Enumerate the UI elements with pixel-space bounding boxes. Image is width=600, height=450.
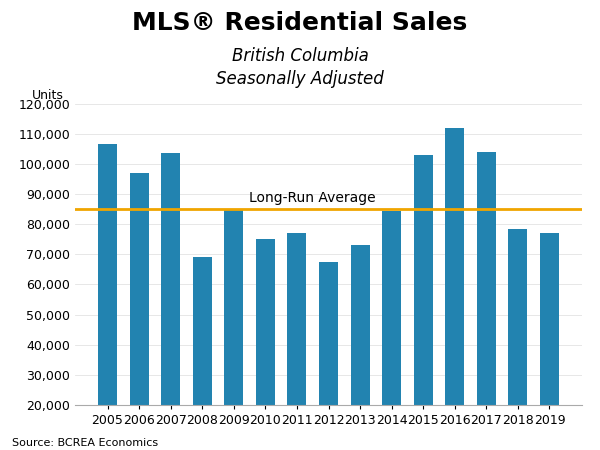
Bar [414, 155, 433, 450]
Bar [540, 233, 559, 450]
Bar [445, 128, 464, 450]
Bar [256, 239, 275, 450]
Bar [287, 233, 307, 450]
Bar [382, 211, 401, 450]
Text: MLS® Residential Sales: MLS® Residential Sales [133, 11, 467, 35]
Text: British Columbia: British Columbia [232, 47, 368, 65]
Bar [193, 257, 212, 450]
Bar [98, 144, 117, 450]
Bar [161, 153, 180, 450]
Bar [130, 173, 149, 450]
Bar [224, 209, 243, 450]
Bar [477, 152, 496, 450]
Bar [319, 262, 338, 450]
Bar [508, 229, 527, 450]
Bar [350, 245, 370, 450]
Text: Long-Run Average: Long-Run Average [250, 190, 376, 204]
Text: Units: Units [32, 89, 64, 102]
Text: Source: BCREA Economics: Source: BCREA Economics [12, 438, 158, 448]
Text: Seasonally Adjusted: Seasonally Adjusted [216, 70, 384, 88]
